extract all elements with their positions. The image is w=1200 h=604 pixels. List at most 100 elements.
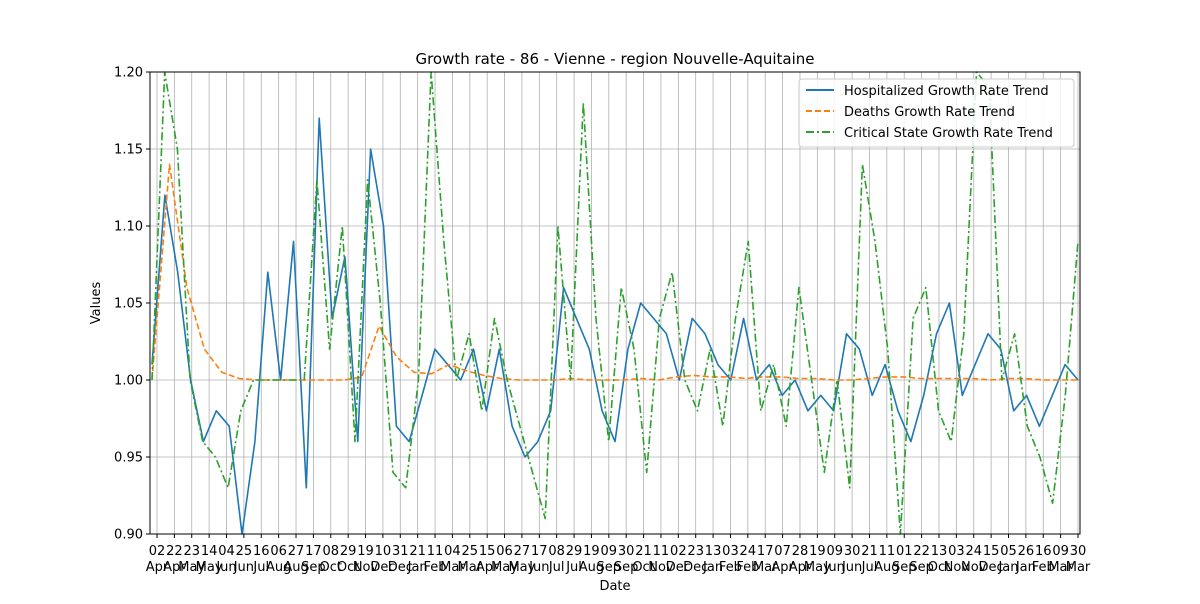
x-tick-label-day: 16 (1035, 544, 1052, 559)
x-tick-label-day: 27 (514, 544, 531, 559)
x-tick-label-month: Jun (233, 560, 254, 575)
x-tick-label-month: Jan (407, 560, 428, 575)
x-tick-label-day: 09 (1052, 544, 1069, 559)
legend-label-hospitalized: Hospitalized Growth Rate Trend (844, 84, 1049, 99)
x-tick-label-day: 25 (462, 544, 479, 559)
x-tick-label-day: 03 (948, 544, 965, 559)
x-tick-label-day: 29 (340, 544, 357, 559)
x-tick-label-month: Oct (337, 560, 359, 575)
x-tick-label-month: Apr (163, 560, 186, 575)
x-tick-label-day: 17 (305, 544, 322, 559)
x-tick-label-month: Jun (528, 560, 549, 575)
x-tick-label-day: 23 (183, 544, 200, 559)
x-tick-label-day: 06 (270, 544, 287, 559)
x-tick-label-month: Sep (909, 560, 934, 575)
x-tick-label-month: Nov (944, 560, 970, 575)
x-tick-label-month: Mar (440, 560, 465, 575)
x-tick-label-day: 15 (983, 544, 1000, 559)
x-tick-label-month: Mar (1066, 560, 1091, 575)
y-axis-label: Values (89, 282, 104, 325)
x-tick-label-day: 13 (705, 544, 722, 559)
x-tick-label-day: 30 (1070, 544, 1087, 559)
x-tick-label-month: Feb (719, 560, 742, 575)
x-tick-label-month: May (508, 560, 535, 575)
y-tick-label: 1.05 (114, 297, 143, 312)
x-tick-label-month: Dec (666, 560, 691, 575)
x-tick-label-month: Dec (388, 560, 413, 575)
x-tick-label-month: Jun (841, 560, 862, 575)
x-tick-label-month: Dec (979, 560, 1004, 575)
x-tick-label-day: 31 (392, 544, 409, 559)
x-tick-label-day: 17 (531, 544, 548, 559)
x-tick-label-day: 22 (166, 544, 183, 559)
x-tick-label-month: Dec (683, 560, 708, 575)
x-tick-label-month: Aug (266, 560, 291, 575)
x-tick-label-day: 14 (201, 544, 218, 559)
x-tick-label-month: Nov (353, 560, 379, 575)
x-tick-label-month: Feb (424, 560, 447, 575)
x-tick-label-day: 21 (409, 544, 426, 559)
x-tick-label-month: Jul (548, 560, 565, 575)
x-tick-label-day: 21 (861, 544, 878, 559)
legend: Hospitalized Growth Rate Trend Deaths Gr… (798, 78, 1075, 148)
x-tick-label-day: 07 (774, 544, 791, 559)
x-tick-label-day: 08 (548, 544, 565, 559)
legend-box (798, 78, 1075, 148)
y-tick-label: 1.00 (114, 374, 143, 389)
x-tick-label-day: 05 (1000, 544, 1017, 559)
x-tick-label-day: 30 (618, 544, 635, 559)
x-tick-label-day: 21 (635, 544, 652, 559)
x-tick-label-month: Feb (1032, 560, 1055, 575)
x-tick-label-day: 28 (792, 544, 809, 559)
x-tick-label-day: 24 (965, 544, 982, 559)
x-tick-label-day: 16 (253, 544, 270, 559)
x-tick-label-month: Jul (565, 560, 582, 575)
x-tick-label-day: 26 (1018, 544, 1035, 559)
x-tick-label-month: Oct (928, 560, 950, 575)
x-tick-label-month: Jun (215, 560, 236, 575)
x-tick-label-month: Apr (789, 560, 812, 575)
series-line-1 (151, 163, 1078, 381)
x-tick-label-month: Feb (736, 560, 759, 575)
x-tick-label-day: 08 (323, 544, 340, 559)
x-tick-label-day: 15 (479, 544, 496, 559)
x-tick-label-day: 09 (826, 544, 843, 559)
x-tick-label-day: 29 (566, 544, 583, 559)
x-tick-label-day: 02 (149, 544, 166, 559)
x-tick-label-day: 04 (218, 544, 235, 559)
x-tick-label-month: Jul (861, 560, 878, 575)
x-tick-label-month: Oct (632, 560, 654, 575)
x-tick-label-month: Mar (1048, 560, 1073, 575)
y-tick-label: 0.90 (114, 528, 143, 543)
y-tick-label: 1.10 (114, 220, 143, 235)
x-tick-label-month: Nov (648, 560, 674, 575)
x-tick-label-day: 22 (913, 544, 930, 559)
series-line-2 (151, 71, 1079, 535)
x-tick-label-day: 09 (601, 544, 618, 559)
x-tick-label-month: Mar (458, 560, 483, 575)
x-tick-label-day: 23 (687, 544, 704, 559)
x-tick-label-month: Sep (597, 560, 622, 575)
x-tick-label-day: 11 (879, 544, 896, 559)
series-group (151, 71, 1079, 535)
x-tick-label-month: Jan (997, 560, 1018, 575)
x-tick-label-day: 13 (931, 544, 948, 559)
x-tick-label-month: Aug (874, 560, 899, 575)
x-tick-label-month: May (804, 560, 831, 575)
series-line-0 (151, 117, 1079, 535)
x-tick-label-month: May (178, 560, 205, 575)
x-tick-label-month: Sep (614, 560, 639, 575)
x-axis: 02Apr22Apr23May14May04Jun25Jun16Jul06Aug… (146, 534, 1091, 575)
x-tick-label-day: 06 (496, 544, 513, 559)
x-tick-label-day: 03 (722, 544, 739, 559)
x-tick-label-month: Oct (320, 560, 342, 575)
x-tick-label-month: Mar (753, 560, 778, 575)
x-tick-label-day: 30 (844, 544, 861, 559)
x-tick-label-day: 19 (809, 544, 826, 559)
x-tick-label-month: Apr (146, 560, 169, 575)
x-axis-label: Date (599, 579, 630, 594)
x-tick-label-month: Sep (892, 560, 917, 575)
x-tick-label-month: Jul (252, 560, 269, 575)
